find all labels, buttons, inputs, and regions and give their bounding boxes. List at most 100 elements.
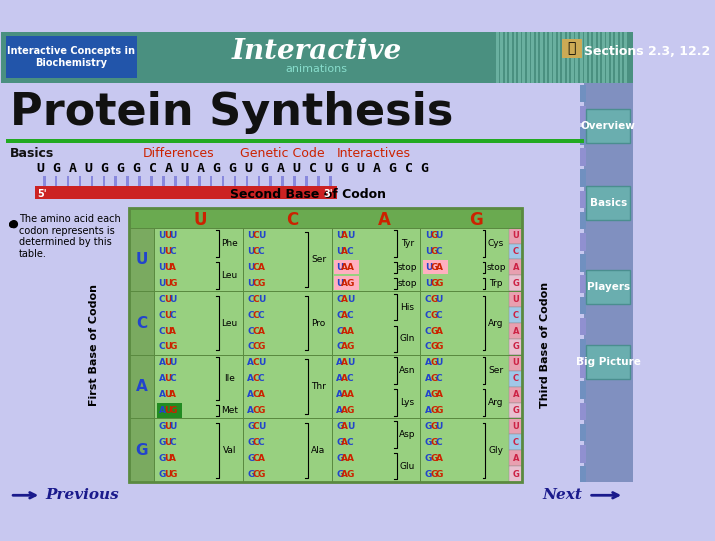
Text: U: U: [247, 263, 255, 272]
Text: G: G: [136, 443, 148, 458]
Text: U: U: [247, 247, 255, 256]
Bar: [1, 143, 531, 164]
Bar: [305, 175, 308, 186]
Text: A: A: [336, 406, 343, 415]
Bar: [509, 450, 523, 466]
Bar: [150, 175, 153, 186]
Text: Gln: Gln: [400, 334, 415, 344]
Bar: [335, 276, 359, 291]
Text: G: G: [247, 422, 255, 431]
Bar: [420, 291, 421, 355]
Text: U: U: [164, 279, 172, 288]
Bar: [580, 339, 586, 357]
Text: G: G: [336, 438, 343, 447]
Bar: [317, 175, 320, 186]
Text: C: C: [252, 327, 260, 335]
Text: A: A: [425, 374, 432, 383]
Text: U: U: [336, 279, 343, 288]
Text: A: A: [378, 210, 391, 229]
Text: stop: stop: [398, 263, 417, 272]
Bar: [420, 228, 509, 291]
Text: U G A U G G G C A U A G G U G A U C U G U A G C G: U G A U G G G C A U A G G U G A U C U G …: [36, 162, 429, 175]
Text: C: C: [258, 247, 265, 256]
Text: A: A: [336, 390, 343, 399]
Text: G: G: [169, 342, 177, 352]
Text: 3': 3': [323, 189, 333, 199]
Bar: [129, 208, 523, 482]
Text: U: U: [435, 358, 443, 367]
Bar: [293, 175, 296, 186]
Bar: [138, 175, 141, 186]
Text: Cys: Cys: [488, 239, 504, 248]
Bar: [43, 175, 46, 186]
Text: U: U: [169, 422, 177, 431]
Bar: [509, 31, 512, 83]
Text: A: A: [425, 406, 432, 415]
Text: C: C: [336, 327, 342, 335]
Text: U: U: [169, 295, 177, 304]
Text: C: C: [513, 438, 519, 447]
Text: A: A: [342, 295, 348, 304]
Text: U: U: [164, 374, 172, 383]
Text: ●: ●: [9, 219, 18, 229]
Text: C: C: [435, 374, 442, 383]
Text: C: C: [435, 247, 442, 256]
Text: U: U: [164, 454, 172, 463]
Text: U: U: [258, 231, 265, 240]
Text: U: U: [425, 279, 433, 288]
Text: C: C: [169, 311, 176, 320]
Bar: [584, 31, 587, 83]
Bar: [620, 31, 622, 83]
Text: C: C: [425, 342, 432, 352]
Text: U: U: [164, 438, 172, 447]
Text: G: G: [169, 470, 177, 479]
Text: U: U: [164, 311, 172, 320]
Text: U: U: [164, 358, 172, 367]
Text: C: C: [347, 311, 353, 320]
Bar: [536, 31, 538, 83]
Bar: [509, 228, 523, 243]
Text: U: U: [159, 247, 166, 256]
Text: G: G: [347, 342, 354, 352]
Text: U: U: [435, 231, 443, 240]
Bar: [245, 175, 248, 186]
Bar: [154, 355, 243, 418]
Text: A: A: [342, 327, 348, 335]
Bar: [6, 140, 584, 143]
Text: G: G: [430, 327, 438, 335]
Text: U: U: [258, 358, 265, 367]
Text: G: G: [430, 247, 438, 256]
Bar: [593, 31, 596, 83]
Text: C: C: [252, 279, 260, 288]
Text: U: U: [164, 470, 172, 479]
Text: A: A: [342, 374, 348, 383]
Text: A: A: [247, 358, 255, 367]
Bar: [79, 175, 82, 186]
Text: C: C: [435, 438, 442, 447]
Bar: [154, 291, 243, 355]
Text: Third Base of Codon: Third Base of Codon: [540, 282, 550, 408]
Bar: [129, 228, 523, 291]
Text: A: A: [159, 406, 166, 415]
Bar: [420, 418, 509, 482]
Bar: [509, 466, 523, 482]
Bar: [580, 233, 586, 250]
Text: U: U: [194, 210, 207, 229]
Text: Basics: Basics: [590, 198, 627, 208]
Bar: [571, 31, 573, 83]
Text: G: G: [435, 470, 443, 479]
Text: A: A: [247, 374, 255, 383]
Text: A: A: [342, 438, 348, 447]
Text: Previous: Previous: [46, 489, 119, 502]
Bar: [549, 31, 552, 83]
Text: U: U: [347, 231, 354, 240]
Bar: [588, 31, 591, 83]
Text: C: C: [425, 311, 432, 320]
Text: C: C: [252, 422, 260, 431]
Text: C: C: [513, 311, 519, 320]
Text: G: G: [169, 406, 177, 415]
Text: A: A: [342, 358, 348, 367]
Text: C: C: [169, 247, 176, 256]
Text: Protein Synthesis: Protein Synthesis: [10, 91, 453, 134]
Bar: [580, 424, 586, 441]
